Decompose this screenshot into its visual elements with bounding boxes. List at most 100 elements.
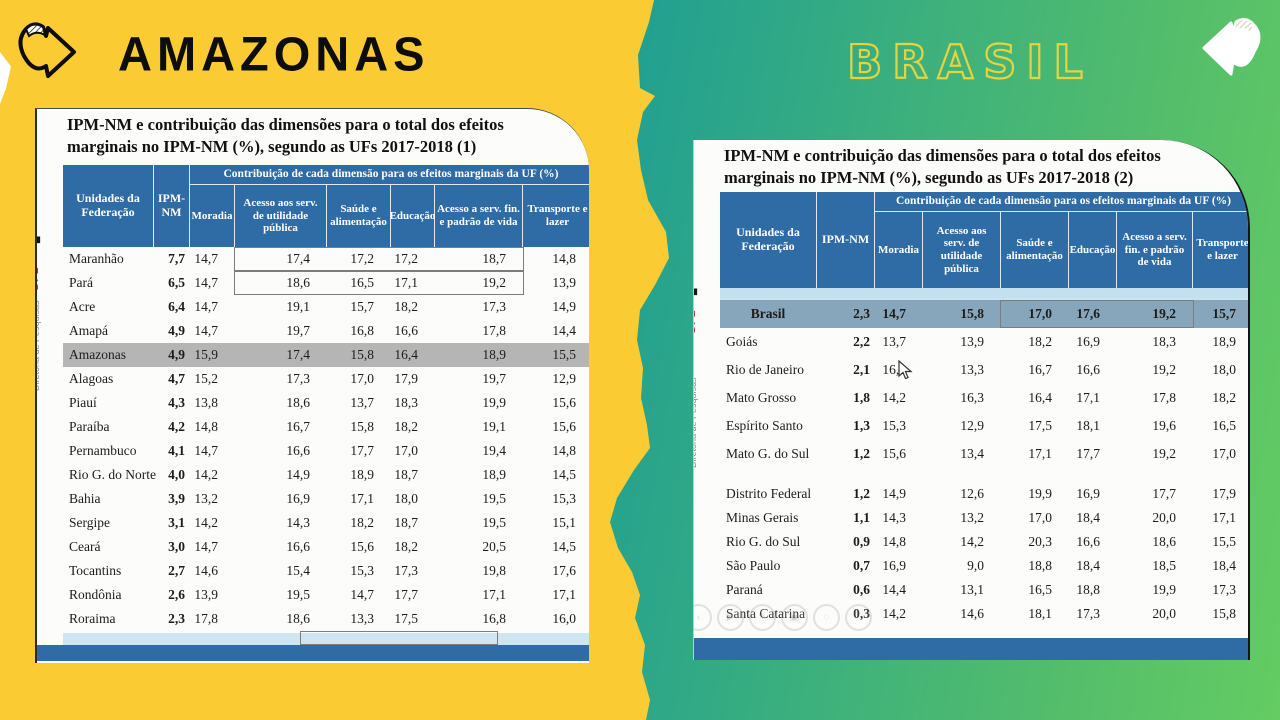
table-row: Roraima 2,3 17,8 18,6 13,3 17,5 16,8 16,0 bbox=[63, 607, 589, 631]
column-header-uf: Unidades da Federação bbox=[736, 225, 800, 253]
column-header-dim: Acesso a serv. fin. e padrão de vida bbox=[1116, 212, 1192, 288]
value-cell: 12,9 bbox=[552, 371, 576, 386]
ipm-cell: 6,4 bbox=[168, 299, 185, 314]
column-header-dim: Educação bbox=[390, 185, 435, 247]
amazonas-table: Unidades da Federação IPM-NM Contribuição … bbox=[63, 165, 589, 631]
value-cell: 16,6 bbox=[1076, 362, 1100, 377]
table-row: Mato G. do Sul 1,2 15,6 13,4 17,1 17,7 19,2 17,… bbox=[720, 440, 1248, 468]
value-cell: 17,0 bbox=[1212, 446, 1236, 461]
value-cell: 17,7 bbox=[1076, 446, 1100, 461]
value-cell: 15,8 bbox=[1212, 606, 1236, 621]
table-row: Amazonas 4,9 15,9 17,4 15,8 16,4 18,9 15,5 bbox=[63, 343, 589, 367]
value-cell: 20,3 bbox=[1028, 534, 1052, 549]
value-cell: 16,9 bbox=[882, 558, 906, 573]
column-header-dim: Moradia bbox=[874, 212, 922, 288]
value-cell: 14,9 bbox=[882, 486, 906, 501]
value-cell: 19,2 bbox=[1152, 306, 1176, 321]
zoom-icon[interactable]: ◌ bbox=[813, 604, 840, 631]
value-cell: 14,7 bbox=[350, 587, 374, 602]
value-cell: 20,0 bbox=[1152, 606, 1176, 621]
group-header: Contribuição de cada dimensão para os ef… bbox=[189, 165, 589, 185]
ipm-cell: 0,6 bbox=[853, 582, 870, 597]
camera-icon[interactable]: ▣ bbox=[781, 604, 808, 631]
value-cell: 15,3 bbox=[552, 491, 576, 506]
value-cell: 15,5 bbox=[552, 347, 576, 362]
brasil-table-panel: ▞IBGE DPE Diretoria de Pesquisas IPM-NM … bbox=[693, 140, 1250, 660]
table-row: Paraná 0,6 14,4 13,1 16,5 18,8 19,9 17,3 bbox=[720, 578, 1248, 602]
value-cell: 18,9 bbox=[482, 347, 506, 362]
value-cell: 17,6 bbox=[552, 563, 576, 578]
value-cell: 17,1 bbox=[1028, 446, 1052, 461]
value-cell: 13,7 bbox=[350, 395, 374, 410]
ibge-logo-glyph-icon: ▞ bbox=[37, 229, 40, 243]
uf-cell: São Paulo bbox=[726, 558, 781, 573]
value-cell: 15,6 bbox=[552, 395, 576, 410]
value-cell: 16,0 bbox=[552, 611, 576, 626]
division-label: Diretoria de Pesquisas bbox=[693, 377, 698, 468]
viewer-toolbar: ‹ ▶ ✎ ▣ ◌ ⋯ bbox=[694, 604, 872, 631]
value-cell: 14,7 bbox=[194, 299, 218, 314]
value-cell: 17,9 bbox=[394, 371, 418, 386]
value-cell: 17,4 bbox=[286, 251, 310, 266]
value-cell: 18,9 bbox=[350, 467, 374, 482]
table-row: Bahia 3,9 13,2 16,9 17,1 18,0 19,5 15,3 bbox=[63, 487, 589, 511]
value-cell: 14,2 bbox=[882, 390, 906, 405]
value-cell: 14,8 bbox=[194, 419, 218, 434]
value-cell: 18,4 bbox=[1212, 558, 1236, 573]
value-cell: 17,6 bbox=[1076, 306, 1100, 321]
value-cell: 14,2 bbox=[194, 515, 218, 530]
value-cell: 18,3 bbox=[394, 395, 418, 410]
value-cell: 15,3 bbox=[350, 563, 374, 578]
table-row: Sergipe 3,1 14,2 14,3 18,2 18,7 19,5 15,1 bbox=[63, 511, 589, 535]
table-body: Maranhão 7,7 14,7 17,4 17,2 17,2 18,7 14,8 Pará 6… bbox=[63, 247, 589, 631]
value-cell: 18,7 bbox=[482, 251, 506, 266]
value-cell: 15,2 bbox=[194, 371, 218, 386]
value-cell: 14,9 bbox=[286, 467, 310, 482]
value-cell: 16,7 bbox=[286, 419, 310, 434]
ibge-logo: ▞IBGE bbox=[694, 235, 698, 295]
table-row: Rio G. do Norte 4,0 14,2 14,9 18,9 18,7 18,9 14… bbox=[63, 463, 589, 487]
value-cell: 17,0 bbox=[394, 443, 418, 458]
value-cell: 18,1 bbox=[1028, 606, 1052, 621]
uf-cell: Pernambuco bbox=[69, 443, 137, 458]
value-cell: 14,7 bbox=[194, 251, 218, 266]
value-cell: 14,3 bbox=[882, 510, 906, 525]
uf-cell: Bahia bbox=[69, 491, 101, 506]
column-header-dim: Transporte e lazer bbox=[522, 185, 589, 247]
value-cell: 17,8 bbox=[482, 323, 506, 338]
value-cell: 17,1 bbox=[350, 491, 374, 506]
arrow-right-icon bbox=[18, 22, 76, 78]
value-cell: 16,4 bbox=[1028, 390, 1052, 405]
value-cell: 14,5 bbox=[552, 539, 576, 554]
value-cell: 15,3 bbox=[882, 418, 906, 433]
value-cell: 9,0 bbox=[967, 558, 984, 573]
ipm-cell: 4,3 bbox=[168, 395, 185, 410]
column-header-uf: Unidades da Federação bbox=[76, 191, 140, 219]
pencil-icon[interactable]: ✎ bbox=[749, 604, 776, 631]
back-icon[interactable]: ‹ bbox=[694, 604, 712, 631]
uf-cell: Acre bbox=[69, 299, 96, 314]
value-cell: 14,8 bbox=[552, 443, 576, 458]
uf-cell: Roraima bbox=[69, 611, 116, 626]
value-cell: 17,2 bbox=[394, 251, 418, 266]
value-cell: 17,3 bbox=[286, 371, 310, 386]
more-icon[interactable]: ⋯ bbox=[845, 604, 872, 631]
value-cell: 18,3 bbox=[1152, 334, 1176, 349]
value-cell: 12,6 bbox=[960, 486, 984, 501]
value-cell: 14,7 bbox=[194, 275, 218, 290]
play-icon[interactable]: ▶ bbox=[717, 604, 744, 631]
value-cell: 15,9 bbox=[194, 347, 218, 362]
value-cell: 13,4 bbox=[960, 446, 984, 461]
value-cell: 14,9 bbox=[552, 299, 576, 314]
value-cell: 14,8 bbox=[882, 534, 906, 549]
ipm-cell: 1,2 bbox=[853, 446, 870, 461]
value-cell: 18,2 bbox=[394, 299, 418, 314]
annotation-box bbox=[300, 631, 498, 645]
value-cell: 17,7 bbox=[1152, 486, 1176, 501]
ipm-cell: 4,0 bbox=[168, 467, 185, 482]
dpe-label: DPE bbox=[693, 309, 698, 333]
table-row: Goiás 2,2 13,7 13,9 18,2 16,9 18,3 18,9 bbox=[720, 328, 1248, 356]
value-cell: 14,8 bbox=[552, 251, 576, 266]
division-label: Diretoria de Pesquisas bbox=[35, 300, 41, 391]
ipm-cell: 4,2 bbox=[168, 419, 185, 434]
